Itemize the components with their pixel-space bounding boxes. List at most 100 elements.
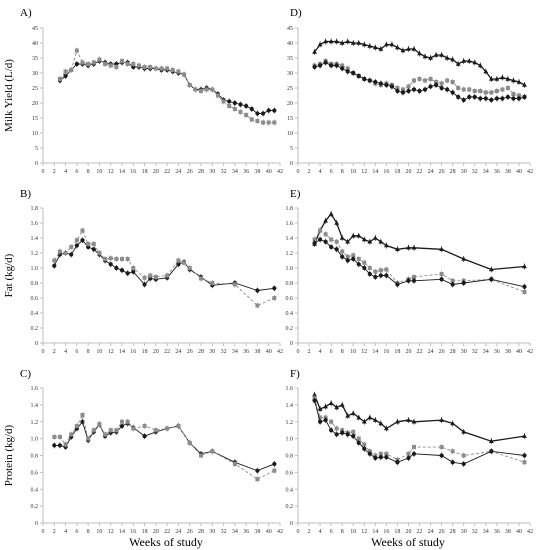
panel-3-series-2-point <box>63 251 68 255</box>
panel-4-series-3-point <box>329 244 334 250</box>
panel-4-series-2-point <box>439 272 444 276</box>
panel-3-x-tick-label: 20 <box>153 349 159 355</box>
panel-3-series-2-point <box>232 282 237 287</box>
panel-5-series-2-point <box>199 453 203 458</box>
panel-4-series-3-point <box>317 237 323 242</box>
panel-2-x-tick-label: 32 <box>472 169 478 175</box>
panel-1-series-2-point <box>215 93 220 98</box>
panel-6-x-tick-label: 0 <box>297 529 300 535</box>
panel-2-x-tick-label: 42 <box>527 169 533 175</box>
panel-1-series-2-point <box>148 65 153 69</box>
panel-4-series-3-point <box>367 271 372 277</box>
panel-2-x-tick-label: 34 <box>483 169 489 175</box>
panel-4-series-1-point <box>328 211 334 216</box>
panel-5-x-tick-label: 8 <box>87 529 90 535</box>
panel-5-x-tick-label: 2 <box>53 529 56 535</box>
panel-2-series-2-point <box>489 90 494 95</box>
panel-1-series-1-point <box>260 111 266 116</box>
panel-6-x-tick-label: 14 <box>372 529 378 535</box>
panel-6-series-2-point <box>461 453 466 458</box>
panel-1-series-2-point <box>193 87 198 92</box>
panel-1-x-tick-label: 22 <box>164 169 170 175</box>
panel-5-x-tick-label: 10 <box>96 529 102 535</box>
panel-1-x-tick-label: 0 <box>42 169 45 175</box>
panel-4-x-tick-label: 28 <box>450 349 456 355</box>
panel-1-series-2-point <box>142 65 147 69</box>
panel-2-x-tick-label: 30 <box>461 169 467 175</box>
panel-5-x-tick-label: 28 <box>198 529 204 535</box>
panel-2-series-3-point <box>406 88 411 94</box>
panel-2-series-1-point <box>339 40 345 45</box>
x-axis-label-right: Weeks of study <box>371 535 445 549</box>
panel-6-series-1-point <box>345 413 351 418</box>
panel-6-series-2-point <box>384 451 389 456</box>
panel-1-y-tick-label: 20 <box>32 101 38 107</box>
panel-4-series-3-point <box>373 274 378 280</box>
panel-6-series-3-point <box>312 398 317 403</box>
panel-2-series-3-point <box>489 97 494 103</box>
panel-3-y-tick-label: 0.4 <box>31 311 39 317</box>
panel-1-series-2-point <box>261 120 266 125</box>
panel-1-series-2-point <box>80 60 85 65</box>
panel-3-series-2-point <box>176 258 181 263</box>
panel-3-series-2-point <box>114 257 119 261</box>
panel-6-series-3-point <box>395 460 400 465</box>
panel-4-y-tick-label: 1.2 <box>286 251 294 257</box>
panel-3-x-tick-label: 40 <box>266 349 272 355</box>
panel-4-y-tick-label: 1.0 <box>286 266 294 272</box>
panel-5-series-2-point <box>125 419 130 424</box>
panel-6-series-3-point <box>461 461 466 467</box>
panel-2-x-tick-label: 10 <box>350 169 356 175</box>
panel-1-series-2-point <box>63 69 68 74</box>
panel-5-series-2-point <box>255 477 260 482</box>
panel-6-x-tick-label: 20 <box>405 529 411 535</box>
panel-2-series-3-point <box>356 73 361 79</box>
panel-2-x-tick-label: 28 <box>450 169 456 175</box>
panel-6-x-tick-label: 6 <box>330 529 333 535</box>
panel-4-x-tick-label: 2 <box>308 349 311 355</box>
panel-1-x-tick-label: 28 <box>198 169 204 175</box>
panel-5-series-2-point <box>103 432 108 437</box>
panel-6-x-tick-label: 38 <box>505 529 511 535</box>
panel-2-series-3-point <box>500 96 505 101</box>
panel-2-y-tick-label: 35 <box>287 56 293 62</box>
panel-5-x-tick-label: 34 <box>232 529 238 535</box>
panel-1-x-tick-label: 36 <box>243 169 249 175</box>
panel-1-series-2-point <box>170 68 175 72</box>
panel-5-series-2-point <box>165 426 170 431</box>
panel-3-series-2-line <box>53 229 275 307</box>
panel-4-x-tick-label: 34 <box>483 349 489 355</box>
panel-5-x-tick-label: 12 <box>108 529 114 535</box>
panel-1-y-tick-label: 35 <box>32 56 38 62</box>
panel-2-series-3-point <box>428 84 433 89</box>
panel-6-series-1-point <box>367 414 373 420</box>
panel-5-y-tick-label: 0.8 <box>31 454 39 460</box>
panel-5-x-tick-label: 22 <box>164 529 170 535</box>
panel-5-series-1-point <box>142 433 147 439</box>
panel-1-series-2-point <box>136 63 141 68</box>
panel-4-series-3-point <box>334 247 339 252</box>
panel-1-x-tick-label: 34 <box>232 169 238 175</box>
panel-3-series-2-point <box>52 258 57 263</box>
panel-2-x-tick-label: 8 <box>341 169 344 175</box>
panel-6-x-tick-label: 28 <box>450 529 456 535</box>
panel-2-series-1-point <box>483 68 489 74</box>
panel-4-x-tick-label: 18 <box>394 349 400 355</box>
panel-3-series-2-point <box>108 256 113 261</box>
panel-3-series-1-point <box>255 288 260 293</box>
panel-2-series-1-point <box>511 77 516 83</box>
panel-2-series-1-point <box>428 55 433 60</box>
panel-2-series-2-point <box>472 89 477 93</box>
panel-2-x-tick-label: 36 <box>494 169 500 175</box>
panel-1-series-2-point <box>221 99 226 104</box>
panel-4-x-tick-label: 24 <box>428 349 434 355</box>
panel-4-y-tick-label: 1.8 <box>286 206 294 212</box>
panel-2-series-3-point <box>345 69 350 74</box>
panel-2-series-3-point <box>384 82 389 88</box>
panel-6-x-tick-label: 32 <box>472 529 478 535</box>
panel-2-series-1-point <box>378 46 384 51</box>
panel-4-label: E) <box>290 188 301 200</box>
panel-6-series-3-line <box>314 400 525 465</box>
panel-3-series-1-point <box>52 263 57 268</box>
panel-6-label: F) <box>290 368 300 380</box>
